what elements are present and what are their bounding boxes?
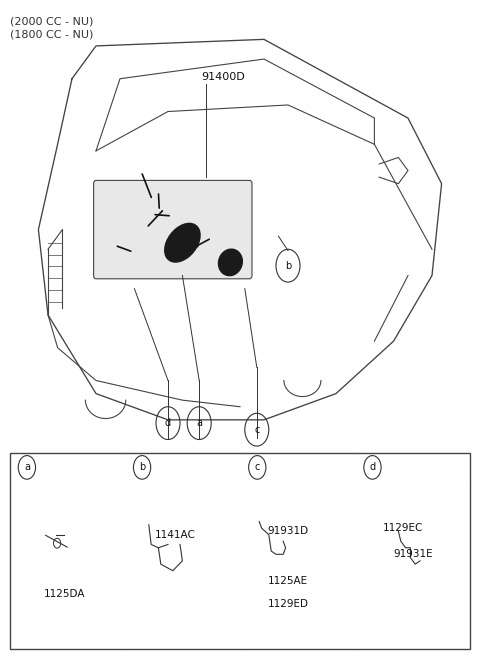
Text: (2000 CC - NU): (2000 CC - NU) — [10, 16, 93, 26]
Text: d: d — [370, 462, 375, 472]
Text: c: c — [254, 462, 260, 472]
Ellipse shape — [218, 249, 242, 276]
Text: c: c — [254, 424, 260, 435]
FancyBboxPatch shape — [94, 180, 252, 279]
Text: 1141AC: 1141AC — [155, 529, 196, 540]
Text: d: d — [165, 418, 171, 428]
Text: 91400D: 91400D — [202, 72, 245, 82]
Text: 91931D: 91931D — [267, 526, 309, 537]
Text: 91931E: 91931E — [393, 549, 432, 560]
Text: 1125AE: 1125AE — [268, 575, 308, 586]
Text: 1129ED: 1129ED — [267, 598, 309, 609]
Text: b: b — [285, 260, 291, 271]
Ellipse shape — [165, 224, 200, 262]
Text: (1800 CC - NU): (1800 CC - NU) — [10, 30, 93, 39]
Text: 1125DA: 1125DA — [44, 588, 85, 599]
Text: a: a — [24, 462, 30, 472]
Text: a: a — [196, 418, 202, 428]
Text: b: b — [139, 462, 145, 472]
Text: 1129EC: 1129EC — [383, 523, 423, 533]
Bar — [10, 453, 470, 649]
